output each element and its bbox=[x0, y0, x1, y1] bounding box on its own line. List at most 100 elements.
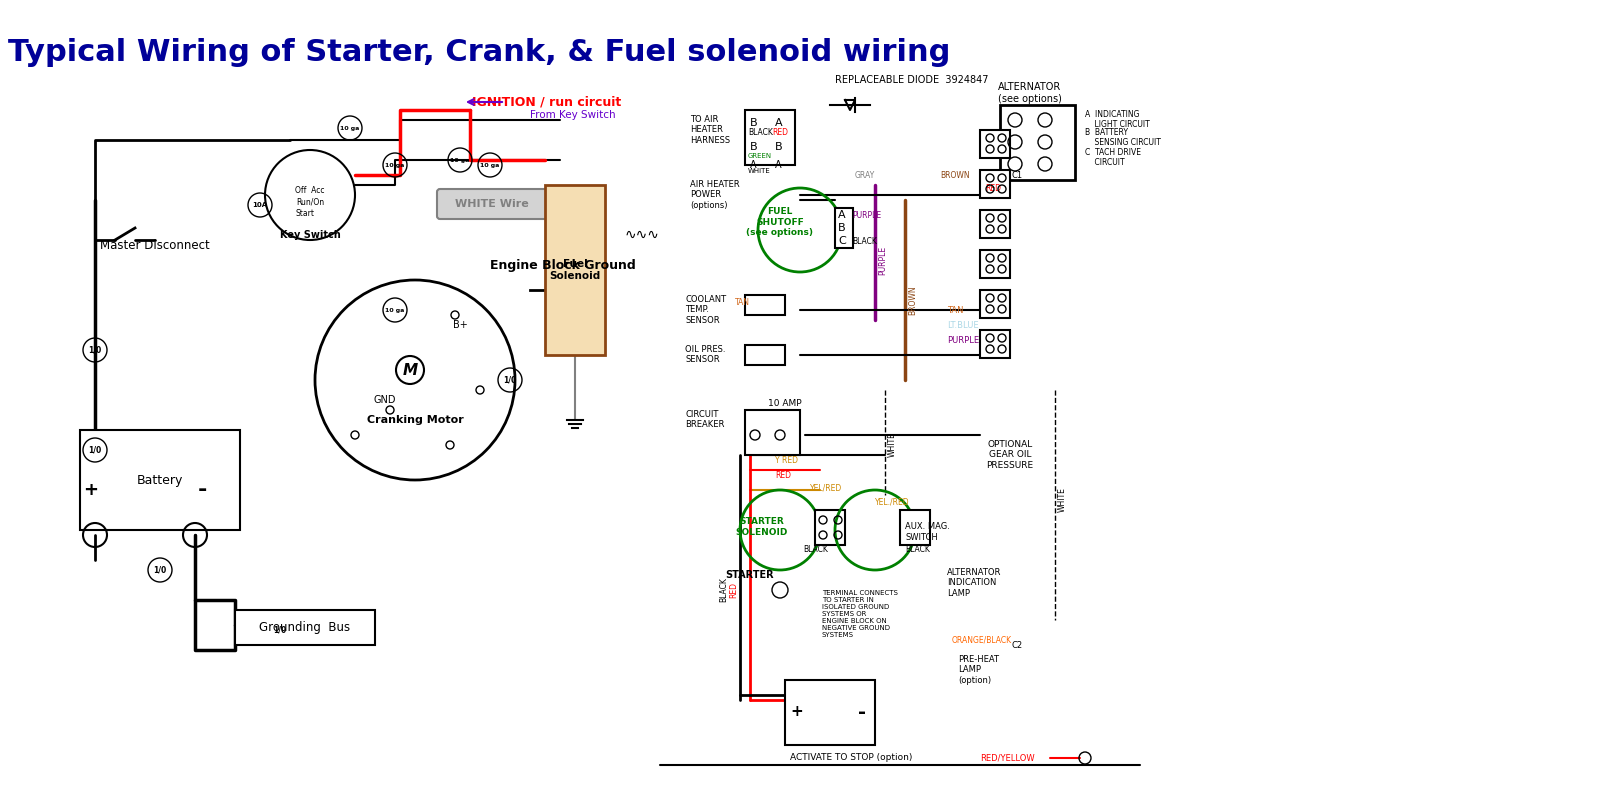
Text: RED: RED bbox=[986, 184, 1002, 192]
Bar bbox=[835, 208, 853, 248]
Bar bbox=[746, 345, 786, 365]
Bar bbox=[746, 110, 795, 165]
Text: BLACK: BLACK bbox=[803, 545, 827, 555]
Bar bbox=[235, 610, 374, 645]
Text: A: A bbox=[750, 160, 757, 170]
Text: B+: B+ bbox=[453, 320, 467, 330]
Text: C: C bbox=[838, 236, 846, 246]
Text: Off  Acc: Off Acc bbox=[296, 185, 325, 195]
Text: RED/YELLOW: RED/YELLOW bbox=[979, 753, 1035, 763]
Text: -: - bbox=[858, 702, 866, 722]
Text: ACTIVATE TO STOP (option): ACTIVATE TO STOP (option) bbox=[790, 753, 912, 763]
Text: 1/0: 1/0 bbox=[154, 566, 166, 574]
Text: BROWN: BROWN bbox=[909, 285, 917, 315]
Bar bbox=[979, 210, 1010, 238]
Text: 10 ga: 10 ga bbox=[480, 162, 499, 168]
Text: CIRCUIT
BREAKER: CIRCUIT BREAKER bbox=[685, 410, 725, 429]
Text: Start: Start bbox=[296, 209, 315, 217]
Text: Cranking Motor: Cranking Motor bbox=[366, 415, 464, 425]
Text: RED: RED bbox=[730, 582, 738, 598]
Text: AUX. MAG.
SWITCH: AUX. MAG. SWITCH bbox=[906, 522, 950, 541]
Text: 10 AMP: 10 AMP bbox=[768, 399, 802, 407]
Text: Battery: Battery bbox=[138, 474, 182, 486]
Text: ALTERNATOR
INDICATION
LAMP: ALTERNATOR INDICATION LAMP bbox=[947, 568, 1002, 598]
Text: TAN: TAN bbox=[947, 306, 963, 314]
Text: 10 ga: 10 ga bbox=[341, 125, 360, 131]
Text: PURPLE: PURPLE bbox=[851, 210, 882, 220]
Text: A: A bbox=[838, 210, 846, 220]
Text: STARTER: STARTER bbox=[726, 570, 774, 580]
Bar bbox=[814, 510, 845, 545]
Text: WHITE: WHITE bbox=[888, 433, 898, 458]
Text: C2: C2 bbox=[1013, 641, 1022, 649]
Text: AIR HEATER
POWER
(options): AIR HEATER POWER (options) bbox=[690, 180, 739, 210]
Text: ORANGE/BLACK: ORANGE/BLACK bbox=[952, 635, 1013, 645]
Bar bbox=[979, 290, 1010, 318]
Text: YEL/RED: YEL/RED bbox=[810, 484, 842, 492]
Text: GND: GND bbox=[374, 395, 397, 405]
Text: RED: RED bbox=[771, 128, 787, 137]
Text: C1: C1 bbox=[1013, 170, 1022, 180]
Text: B: B bbox=[750, 118, 758, 128]
Text: TERMINAL CONNECTS
TO STARTER IN
ISOLATED GROUND
SYSTEMS OR
ENGINE BLOCK ON
NEGAT: TERMINAL CONNECTS TO STARTER IN ISOLATED… bbox=[822, 590, 898, 638]
Bar bbox=[786, 680, 875, 745]
Text: B: B bbox=[774, 142, 782, 152]
Text: Engine Block Ground: Engine Block Ground bbox=[490, 258, 635, 272]
Text: Master Disconnect: Master Disconnect bbox=[99, 239, 210, 251]
Text: 1/0: 1/0 bbox=[274, 626, 286, 634]
Bar bbox=[979, 250, 1010, 278]
Text: 1/0: 1/0 bbox=[88, 445, 102, 455]
Text: Fuel
Solenoid: Fuel Solenoid bbox=[549, 259, 600, 281]
Bar bbox=[546, 185, 605, 355]
Text: OIL PRES.
SENSOR: OIL PRES. SENSOR bbox=[685, 345, 725, 364]
Text: BLACK: BLACK bbox=[906, 545, 930, 555]
Text: From Key Switch: From Key Switch bbox=[530, 110, 616, 120]
Text: BROWN: BROWN bbox=[941, 170, 970, 180]
Text: PURPLE: PURPLE bbox=[947, 336, 979, 344]
Text: ALTERNATOR
(see options): ALTERNATOR (see options) bbox=[998, 82, 1062, 103]
Text: COOLANT
TEMP.
SENSOR: COOLANT TEMP. SENSOR bbox=[685, 295, 726, 325]
Text: TAN: TAN bbox=[734, 298, 750, 307]
Text: GRAY: GRAY bbox=[854, 170, 875, 180]
FancyBboxPatch shape bbox=[437, 189, 547, 219]
Text: YEL./RED: YEL./RED bbox=[875, 497, 909, 507]
Text: WHITE Wire: WHITE Wire bbox=[454, 199, 530, 209]
Text: 1/0: 1/0 bbox=[88, 345, 102, 355]
Bar bbox=[1000, 105, 1075, 180]
Text: LT.BLUE: LT.BLUE bbox=[947, 321, 979, 329]
Text: 10A: 10A bbox=[253, 202, 267, 208]
Text: C  TACH DRIVE
    CIRCUIT: C TACH DRIVE CIRCUIT bbox=[1085, 148, 1141, 167]
Text: -: - bbox=[198, 480, 208, 500]
Text: 10 ga: 10 ga bbox=[386, 307, 405, 313]
Text: BLACK: BLACK bbox=[749, 128, 773, 137]
Text: BLACK: BLACK bbox=[718, 578, 728, 603]
Text: Y RED: Y RED bbox=[774, 455, 798, 464]
Text: A: A bbox=[774, 118, 782, 128]
Text: Run/On: Run/On bbox=[296, 198, 325, 206]
Bar bbox=[979, 130, 1010, 158]
Text: TO AIR
HEATER
HARNESS: TO AIR HEATER HARNESS bbox=[690, 115, 730, 145]
Text: Typical Wiring of Starter, Crank, & Fuel solenoid wiring: Typical Wiring of Starter, Crank, & Fuel… bbox=[8, 38, 950, 67]
Text: ∿∿∿: ∿∿∿ bbox=[626, 228, 659, 242]
Text: WHITE: WHITE bbox=[749, 168, 771, 174]
Text: Grounding  Bus: Grounding Bus bbox=[259, 621, 350, 634]
Bar bbox=[979, 330, 1010, 358]
Text: M: M bbox=[403, 362, 418, 377]
Text: A  INDICATING
    LIGHT CIRCUIT: A INDICATING LIGHT CIRCUIT bbox=[1085, 110, 1150, 129]
Bar bbox=[979, 170, 1010, 198]
Text: GREEN: GREEN bbox=[749, 153, 773, 159]
Text: A: A bbox=[774, 160, 782, 170]
Text: OPTIONAL
GEAR OIL
PRESSURE: OPTIONAL GEAR OIL PRESSURE bbox=[987, 440, 1034, 470]
Bar bbox=[899, 510, 930, 545]
Text: Key Switch: Key Switch bbox=[280, 230, 341, 240]
Text: 10 ga: 10 ga bbox=[450, 158, 470, 162]
Text: IGNITION / run circuit: IGNITION / run circuit bbox=[472, 95, 621, 109]
Text: FUEL
SHUTOFF
(see options): FUEL SHUTOFF (see options) bbox=[747, 207, 813, 237]
Text: STARTER
SOLENOID: STARTER SOLENOID bbox=[736, 517, 789, 537]
Text: RED: RED bbox=[774, 470, 790, 480]
Bar bbox=[746, 295, 786, 315]
Text: 1/0: 1/0 bbox=[504, 376, 517, 385]
Text: BLACK: BLACK bbox=[851, 236, 877, 246]
Text: +: + bbox=[790, 704, 803, 719]
Text: REPLACEABLE DIODE  3924847: REPLACEABLE DIODE 3924847 bbox=[835, 75, 989, 85]
